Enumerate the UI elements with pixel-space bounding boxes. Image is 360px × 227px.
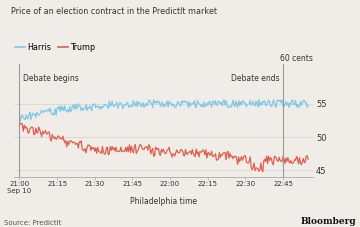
Text: Source: PredictIt: Source: PredictIt <box>4 220 61 226</box>
Legend: Harris, Trump: Harris, Trump <box>15 43 95 52</box>
Text: Price of an election contract in the PredictIt market: Price of an election contract in the Pre… <box>12 7 217 16</box>
Text: Debate begins: Debate begins <box>23 74 79 83</box>
Text: Bloomberg: Bloomberg <box>301 217 356 226</box>
Text: 60 cents: 60 cents <box>280 54 313 63</box>
Text: Debate ends: Debate ends <box>231 74 279 83</box>
X-axis label: Philadelphia time: Philadelphia time <box>130 197 197 206</box>
